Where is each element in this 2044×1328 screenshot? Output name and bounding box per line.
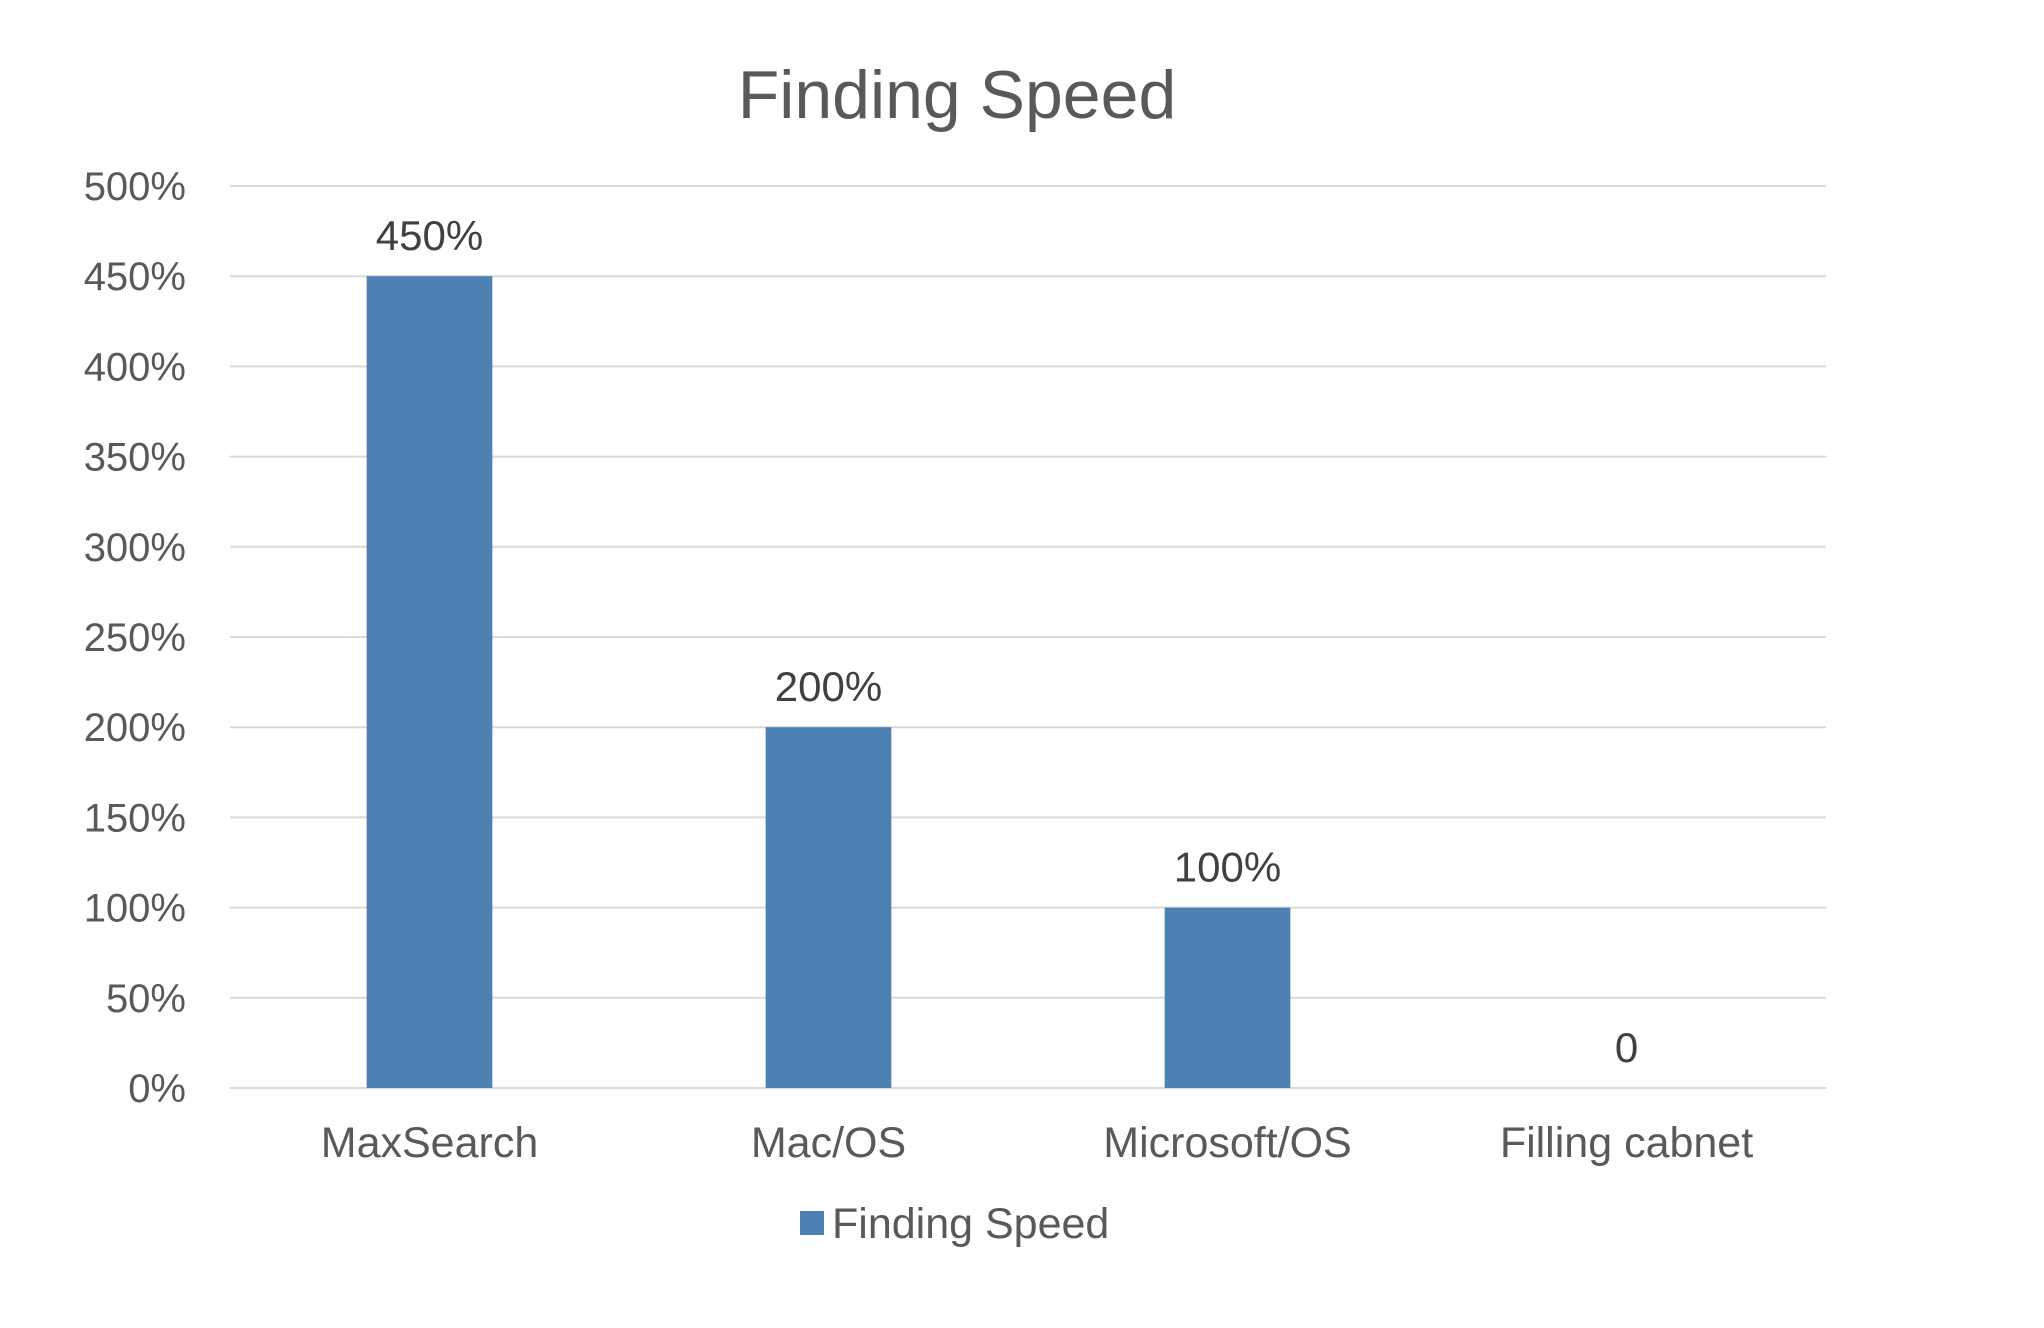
x-category-label: MaxSearch xyxy=(321,1119,538,1167)
y-axis-tick-labels: 0% 50% 100% 150% 200% 250% 300% 350% 400% 450% 500… xyxy=(84,165,186,1111)
data-label: 100% xyxy=(1174,844,1281,891)
chart-title: Finding Speed xyxy=(738,57,1177,133)
y-tick-label: 350% xyxy=(84,436,186,480)
data-label: 450% xyxy=(376,212,483,259)
legend-label: Finding Speed xyxy=(832,1200,1109,1248)
y-tick-label: 400% xyxy=(84,345,186,389)
gridlines xyxy=(230,185,1826,1089)
bars xyxy=(366,276,1291,1088)
y-tick-label: 100% xyxy=(84,887,186,931)
y-tick-label: 0% xyxy=(128,1067,186,1111)
y-tick-label: 450% xyxy=(84,255,186,299)
y-tick-label: 200% xyxy=(84,706,186,750)
x-category-label: Filling cabnet xyxy=(1500,1119,1753,1167)
bar xyxy=(366,276,493,1088)
x-category-label: Mac/OS xyxy=(751,1119,906,1167)
legend-swatch xyxy=(800,1211,824,1235)
y-tick-label: 250% xyxy=(84,616,186,660)
bar xyxy=(765,727,892,1088)
x-category-label: Microsoft/OS xyxy=(1103,1119,1352,1167)
data-labels: 450% 200% 100% 0 xyxy=(376,212,1638,1071)
y-tick-label: 150% xyxy=(84,796,186,840)
y-tick-label: 300% xyxy=(84,526,186,570)
data-label: 200% xyxy=(775,663,882,710)
y-tick-label: 500% xyxy=(84,165,186,209)
x-axis-category-labels: MaxSearch Mac/OS Microsoft/OS Filling cabne… xyxy=(321,1119,1753,1167)
legend: Finding Speed xyxy=(800,1200,1109,1248)
bar xyxy=(1164,907,1291,1088)
y-tick-label: 50% xyxy=(106,977,186,1021)
data-label: 0 xyxy=(1615,1024,1638,1071)
